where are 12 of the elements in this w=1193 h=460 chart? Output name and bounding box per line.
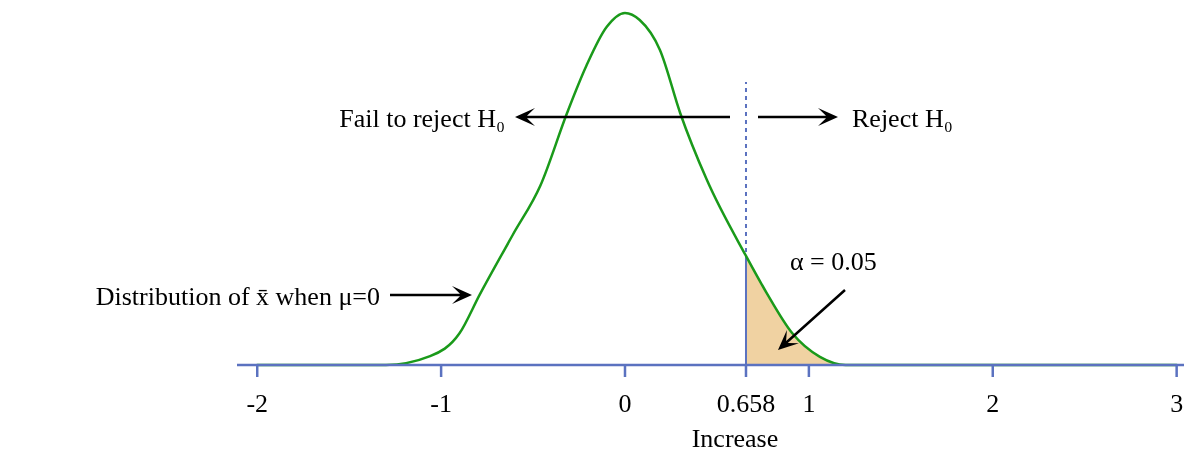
annotation: Fail to reject H₀ [339,104,505,133]
x-tick-label: -2 [246,389,269,418]
x-tick-label: 1 [802,389,816,418]
x-tick-label: -1 [430,389,452,418]
x-tick-label: 0.658 [716,389,776,418]
x-axis-title: Increase [691,424,779,453]
annotation: α = 0.05 [790,247,877,276]
annotation: Distribution of x̄ when μ=0 [95,282,380,311]
annotation: Reject H₀ [852,104,953,133]
x-tick-label: 3 [1170,389,1184,418]
x-tick-label: 0 [618,389,632,418]
x-tick-label: 2 [986,389,1000,418]
